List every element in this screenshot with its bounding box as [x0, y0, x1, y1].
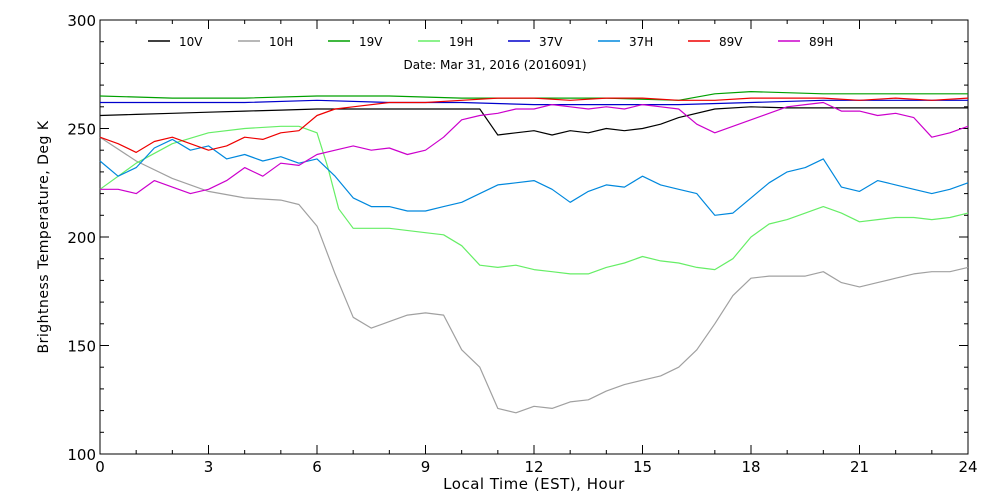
legend-label-37h: 37H	[629, 35, 653, 49]
legend-label-19v: 19V	[359, 35, 383, 49]
legend-label-37v: 37V	[539, 35, 563, 49]
y-tick-label: 300	[67, 12, 96, 30]
legend-label-10h: 10H	[269, 35, 293, 49]
y-tick-label: 200	[67, 229, 96, 247]
x-tick-label: 21	[850, 458, 869, 476]
series-line-10v	[99, 106, 968, 136]
series-line-89v	[99, 97, 969, 153]
x-tick-label: 3	[204, 458, 214, 476]
chart-date-label: Date: Mar 31, 2016 (2016091)	[403, 58, 586, 72]
x-axis-ticks: 0 3 6 9 12 15 18 21 24	[95, 20, 978, 476]
x-tick-label: 24	[958, 458, 977, 476]
x-tick-label: 6	[312, 458, 322, 476]
series-line-37h	[99, 138, 969, 216]
x-tick-label: 18	[741, 458, 760, 476]
x-tick-label: 12	[524, 458, 543, 476]
series-line-10h	[99, 136, 969, 414]
y-tick-label: 150	[67, 338, 96, 356]
series-line-19v	[99, 90, 968, 101]
x-axis-label: Local Time (EST), Hour	[443, 475, 625, 493]
legend-label-89h: 89H	[809, 35, 833, 49]
legend-label-89v: 89V	[719, 35, 743, 49]
series-line-89h	[100, 101, 969, 195]
y-tick-label: 250	[67, 121, 96, 139]
plot-frame	[99, 19, 969, 455]
x-tick-label: 0	[95, 458, 105, 476]
x-tick-label: 9	[421, 458, 431, 476]
y-axis-label: Brightness Temperature, Deg K	[36, 120, 52, 353]
legend: 10V 10H 19V 19H 37V 37H 89V 89H	[148, 35, 833, 49]
legend-label-19h: 19H	[449, 35, 473, 49]
series-line-19h	[99, 125, 969, 275]
series-line-37v	[100, 99, 968, 106]
y-axis-ticks: 100 150 200 250 300	[67, 12, 968, 464]
y-tick-label: 100	[67, 446, 96, 464]
x-tick-label: 15	[633, 458, 652, 476]
series-lines	[99, 90, 969, 414]
legend-label-10v: 10V	[179, 35, 203, 49]
